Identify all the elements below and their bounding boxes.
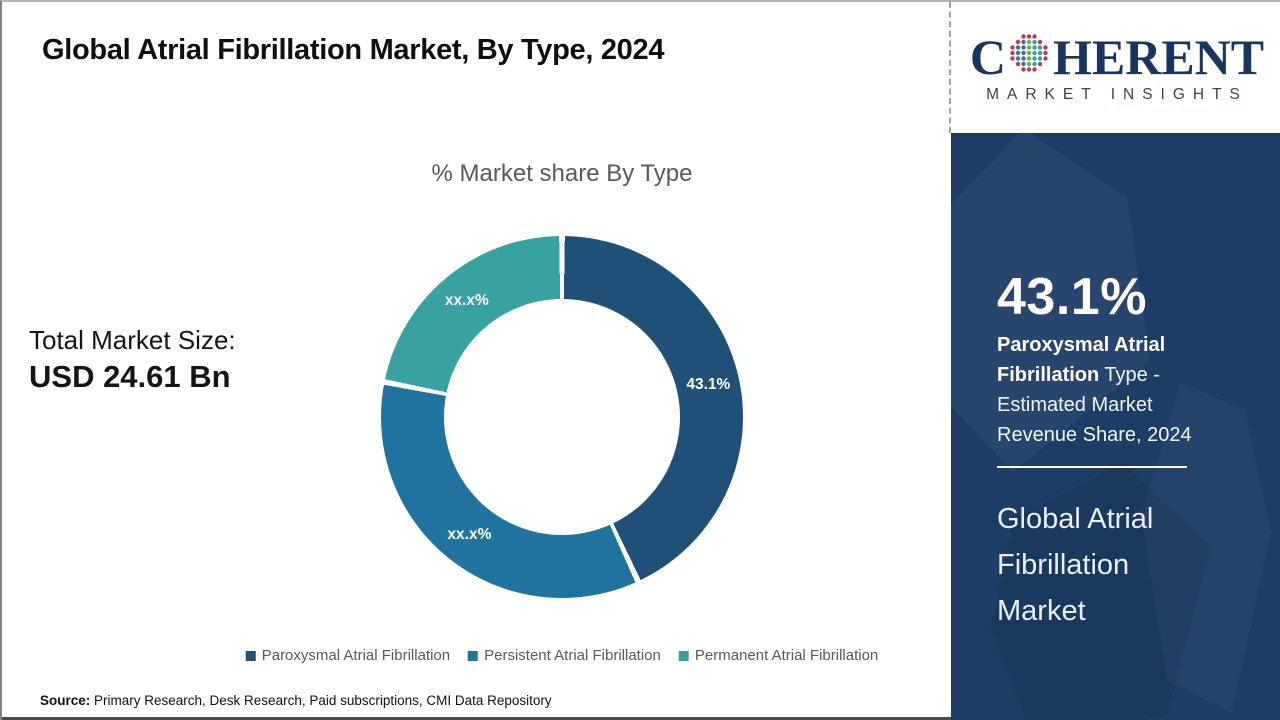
globe-icon (1007, 31, 1051, 83)
brand-logo: C HERENT MARKET INSIGHTS (952, 2, 1280, 133)
side-panel: 43.1% Paroxysmal Atrial Fibrillation Typ… (951, 133, 1280, 720)
slice-label: xx.x% (444, 292, 489, 310)
legend-swatch-icon (245, 650, 256, 661)
total-market-size: Total Market Size: USD 24.61 Bn (29, 323, 236, 397)
dashed-divider (949, 2, 951, 133)
legend-item-permanent: Permanent Atrial Fibrillation (678, 647, 879, 664)
legend-swatch-icon (678, 650, 689, 661)
highlight-percentage: 43.1% (997, 268, 1147, 326)
legend-label: Persistent Atrial Fibrillation (484, 647, 661, 664)
legend-item-paroxysmal: Paroxysmal Atrial Fibrillation (245, 647, 451, 664)
brand-logo-tagline: MARKET INSIGHTS (986, 86, 1248, 103)
brand-logo-letters: HERENT (1052, 29, 1265, 85)
legend-label: Paroxysmal Atrial Fibrillation (261, 647, 451, 664)
bottom-border (2, 717, 951, 720)
source-text: Primary Research, Desk Research, Paid su… (90, 693, 552, 708)
donut-chart: 43.1% xx.x% xx.x% (381, 236, 743, 598)
legend-item-persistent: Persistent Atrial Fibrillation (468, 647, 661, 664)
slice-label: xx.x% (447, 525, 492, 543)
source-label: Source: (40, 693, 91, 708)
panel-headline: Global Atrial Fibrillation Market (997, 503, 1154, 627)
panel-divider (997, 466, 1187, 468)
source-line: Source: Primary Research, Desk Research,… (40, 693, 552, 708)
total-market-size-value: USD 24.61 Bn (29, 359, 231, 394)
legend-label: Permanent Atrial Fibrillation (694, 647, 879, 664)
chart-legend: Paroxysmal Atrial Fibrillation Persisten… (245, 647, 879, 664)
brand-logo-letter: C (969, 29, 1006, 85)
legend-swatch-icon (468, 650, 479, 661)
slice-label: 43.1% (686, 375, 731, 393)
highlight-description: Paroxysmal Atrial Fibrillation Type - Es… (997, 330, 1219, 450)
highlight-description-rest: Type - Estimated Market Revenue Share, 2… (997, 364, 1192, 446)
total-market-size-label: Total Market Size: (29, 325, 236, 355)
chart-title: % Market share By Type (431, 160, 693, 187)
brand-logo-wordmark: C HERENT (970, 31, 1264, 83)
highlight-description-bold: Paroxysmal Atrial Fibrillation (997, 334, 1166, 386)
page-title: Global Atrial Fibrillation Market, By Ty… (42, 34, 665, 66)
